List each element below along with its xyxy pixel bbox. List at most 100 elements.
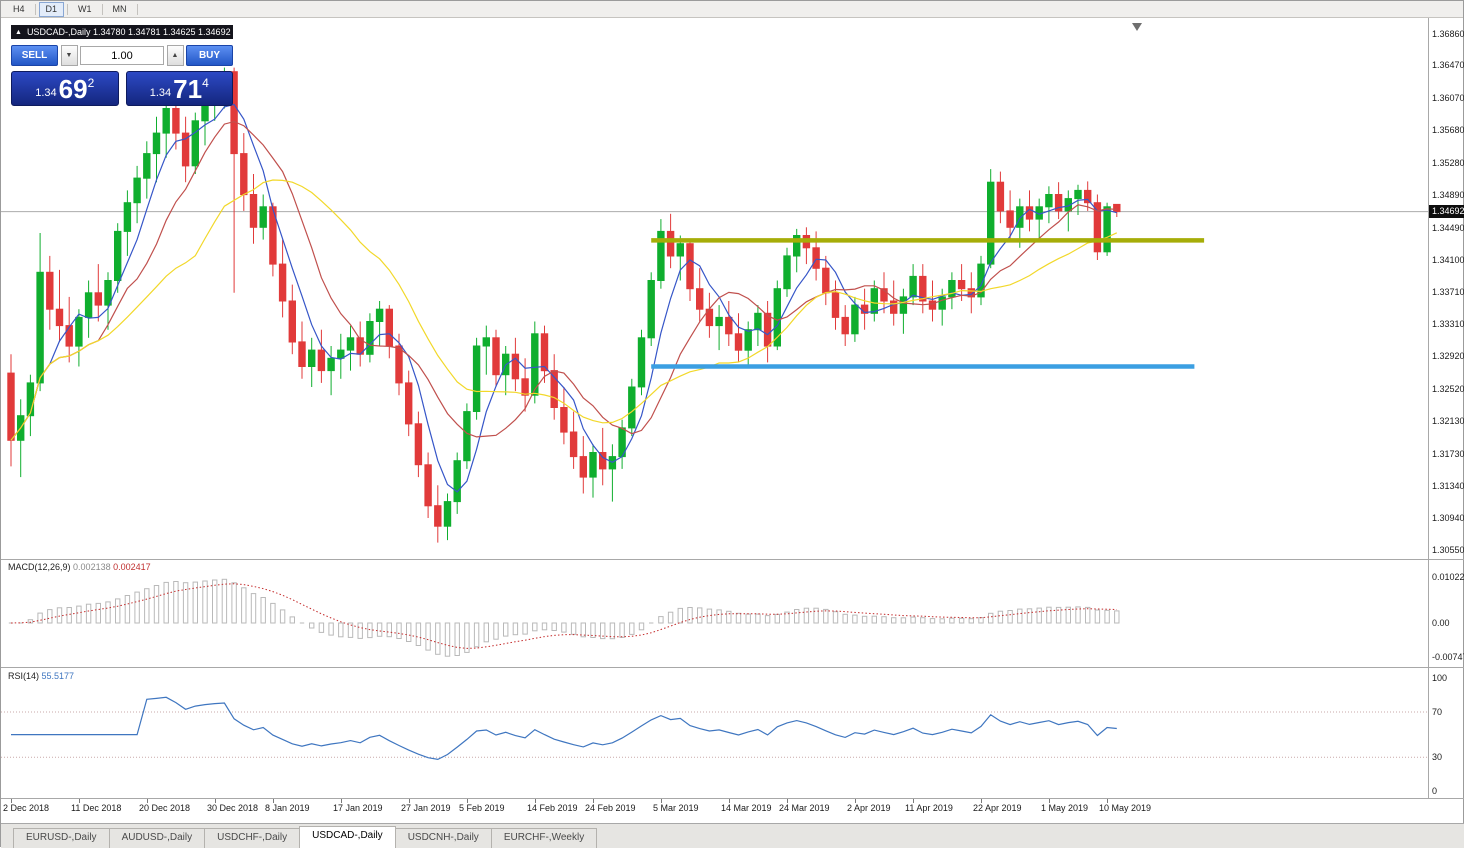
candle-body xyxy=(1016,206,1024,228)
candle-body xyxy=(114,230,122,281)
buy-price-button[interactable]: 1.34 71 4 xyxy=(125,71,233,106)
candle-body xyxy=(550,370,558,409)
rsi-line xyxy=(11,696,1117,761)
rsi-value: 55.5177 xyxy=(41,671,75,681)
macd-bar xyxy=(1046,606,1052,624)
timeframe-button-w1[interactable]: W1 xyxy=(78,3,92,14)
chart-tab-eurusd[interactable]: EURUSD-,Daily xyxy=(13,828,110,848)
candle-body xyxy=(909,275,917,298)
timeframe-button-h4[interactable]: H4 xyxy=(13,3,25,14)
chart-tab-eurchf[interactable]: EURCHF-,Weekly xyxy=(490,828,598,848)
candle-body xyxy=(579,456,587,478)
candle-body xyxy=(870,288,878,314)
macd-bar xyxy=(386,622,393,638)
ma-line-medium xyxy=(10,120,1117,441)
date-label: 8 Jan 2019 xyxy=(265,803,310,813)
candle-body xyxy=(123,202,132,232)
timeframe-buttons: H4 D1 W1 MN xyxy=(5,1,140,17)
macd-bar xyxy=(66,607,72,624)
macd-bar xyxy=(726,610,732,624)
date-label: 11 Apr 2019 xyxy=(905,803,953,813)
timeframe-button-d1[interactable]: D1 xyxy=(38,1,65,17)
candle-body xyxy=(278,263,287,302)
ma-line-fast xyxy=(10,103,1117,493)
candle-body xyxy=(269,206,277,265)
volume-increase-button[interactable]: ▲ xyxy=(166,45,184,66)
candle-body xyxy=(725,316,733,335)
date-tick xyxy=(467,799,468,803)
macd-bar xyxy=(27,619,34,624)
price-scale-label: 1.33710 xyxy=(1432,286,1464,297)
toolbar-separator xyxy=(136,3,138,15)
macd-bar xyxy=(260,597,266,624)
panel-splitter-rsi[interactable] xyxy=(1,667,1464,668)
macd-bar xyxy=(910,616,916,624)
sell-button[interactable]: SELL xyxy=(11,45,58,66)
macd-bar xyxy=(939,618,945,624)
rsi-scale-label: 70 xyxy=(1432,707,1443,717)
candle-body xyxy=(569,431,578,458)
macd-bar xyxy=(784,611,790,624)
candle-body xyxy=(482,337,491,347)
macd-bar xyxy=(454,622,460,656)
macd-bar xyxy=(435,622,441,655)
ask-prefix: 1.34 xyxy=(149,87,172,99)
candle-body xyxy=(65,325,73,347)
toolbar-separator xyxy=(34,3,36,15)
macd-bar xyxy=(658,616,664,624)
macd-bar xyxy=(134,591,140,624)
candle-body xyxy=(55,308,64,327)
macd-bar xyxy=(47,609,53,624)
chart-shift-marker-icon[interactable] xyxy=(1132,23,1142,31)
candle-body xyxy=(453,460,461,503)
candle-body xyxy=(181,132,190,167)
macd-bar xyxy=(687,607,693,624)
candle-body xyxy=(143,153,151,179)
candle-body xyxy=(104,280,112,306)
candle-body xyxy=(162,108,170,134)
chart-tab-usdcad[interactable]: USDCAD-,Daily xyxy=(299,826,396,848)
candle-body xyxy=(657,230,665,281)
buy-button[interactable]: BUY xyxy=(186,45,233,66)
volume-decrease-button[interactable]: ▼ xyxy=(60,45,78,66)
macd-bar xyxy=(76,605,82,624)
collapse-arrow-icon[interactable]: ▲ xyxy=(15,28,22,36)
candle-body xyxy=(822,267,830,294)
timeframe-button-mn[interactable]: MN xyxy=(112,3,127,14)
candle-body xyxy=(851,304,859,335)
macd-bar xyxy=(978,617,984,624)
macd-bar xyxy=(1036,607,1042,624)
date-label: 14 Mar 2019 xyxy=(721,803,772,813)
chart-tab-usdcnh[interactable]: USDCNH-,Daily xyxy=(394,828,492,848)
candle-body xyxy=(1074,189,1082,200)
candle-body xyxy=(1093,202,1102,253)
chart-tab-audusd[interactable]: AUDUSD-,Daily xyxy=(108,828,206,848)
macd-bar xyxy=(483,622,490,643)
candle-body xyxy=(967,288,975,298)
date-tick xyxy=(1049,799,1050,803)
candle-body xyxy=(395,345,403,384)
chart-tab-usdchf[interactable]: USDCHF-,Daily xyxy=(204,828,301,848)
macd-bar xyxy=(85,603,92,624)
candle-body xyxy=(298,341,306,367)
volume-input[interactable] xyxy=(80,46,164,65)
candle-body xyxy=(560,407,568,433)
trade-prices-row: 1.34 69 2 1.34 71 4 xyxy=(11,71,233,106)
ask-big-digits: 71 xyxy=(173,73,203,104)
macd-bar xyxy=(532,622,538,632)
bid-big-digits: 69 xyxy=(58,73,88,104)
panel-splitter-macd[interactable] xyxy=(1,559,1464,560)
ask-pipette-digit: 4 xyxy=(202,75,209,90)
date-tick xyxy=(79,799,80,803)
date-label: 27 Jan 2019 xyxy=(401,803,451,813)
macd-bar xyxy=(1075,606,1081,624)
sell-price-button[interactable]: 1.34 69 2 xyxy=(11,71,119,106)
price-axis-separator xyxy=(1428,18,1429,799)
macd-bar xyxy=(163,581,169,624)
macd-bar xyxy=(832,611,839,624)
date-label: 10 May 2019 xyxy=(1099,803,1152,813)
candle-body xyxy=(230,71,238,155)
macd-bar xyxy=(503,622,509,637)
